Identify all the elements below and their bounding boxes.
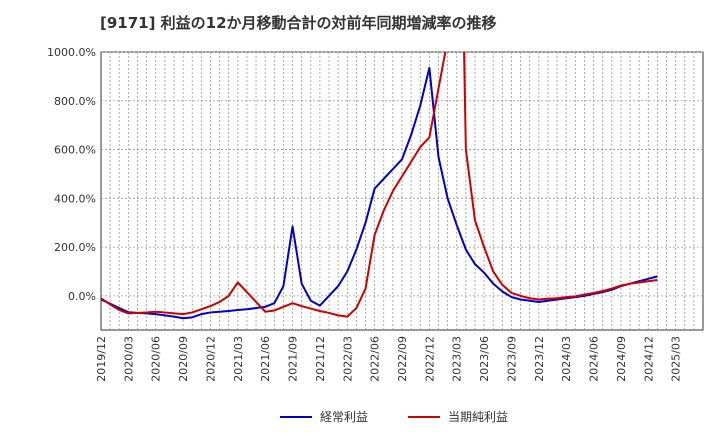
y-tick-label: 800.0% bbox=[54, 95, 96, 108]
x-tick-label: 2020/03 bbox=[122, 336, 135, 382]
x-tick-label: 2023/06 bbox=[478, 336, 491, 382]
x-tick-label: 2021/12 bbox=[314, 336, 327, 382]
x-tick-label: 2023/03 bbox=[451, 336, 464, 382]
x-tick-label: 2024/09 bbox=[615, 336, 628, 382]
x-tick-label: 2023/09 bbox=[505, 336, 518, 382]
series-line-1 bbox=[101, 66, 658, 320]
grid-lines bbox=[101, 51, 703, 330]
series-layer bbox=[101, 52, 658, 320]
x-tick-label: 2021/06 bbox=[259, 336, 272, 382]
x-tick-label: 2022/03 bbox=[341, 336, 354, 382]
y-tick-label: 200.0% bbox=[54, 241, 96, 254]
x-tick-label: 2020/09 bbox=[177, 336, 190, 382]
x-tick-label: 2022/06 bbox=[369, 336, 382, 382]
x-tick-label: 2019/12 bbox=[95, 336, 108, 382]
x-tick-label: 2022/09 bbox=[396, 336, 409, 382]
y-tick-label: 600.0% bbox=[54, 144, 96, 157]
x-tick-label: 2023/12 bbox=[533, 336, 546, 382]
y-tick-label: 400.0% bbox=[54, 192, 96, 205]
x-tick-label: 2022/12 bbox=[423, 336, 436, 382]
series-line-2 bbox=[101, 52, 658, 318]
x-tick-label: 2021/09 bbox=[287, 336, 300, 382]
x-tick-label: 2025/03 bbox=[670, 336, 683, 382]
x-tick-label: 2024/12 bbox=[642, 336, 655, 382]
legend-label-2: 当期純利益 bbox=[448, 410, 508, 424]
x-tick-label: 2024/06 bbox=[588, 336, 601, 382]
chart-title: [9171] 利益の12か月移動合計の対前年同期増減率の推移 bbox=[100, 14, 497, 32]
x-axis: 2019/12 2020/03 2020/06 2020/09 2020/12 2021/… bbox=[95, 336, 683, 382]
x-tick-label: 2024/03 bbox=[560, 336, 573, 382]
legend-label-1: 経常利益 bbox=[320, 410, 368, 424]
legend: 経常利益 当期純利益 bbox=[280, 410, 508, 424]
plot-border bbox=[100, 51, 704, 331]
x-tick-label: 2021/03 bbox=[232, 336, 245, 382]
y-axis: 0.0% 200.0% 400.0% 600.0% 800.0% 1000.0% bbox=[47, 46, 96, 303]
plot-area bbox=[100, 51, 704, 331]
x-tick-label: 2020/06 bbox=[150, 336, 163, 382]
x-tick-label: 2020/12 bbox=[204, 336, 217, 382]
y-tick-label: 1000.0% bbox=[47, 46, 96, 59]
y-tick-label: 0.0% bbox=[68, 290, 96, 303]
